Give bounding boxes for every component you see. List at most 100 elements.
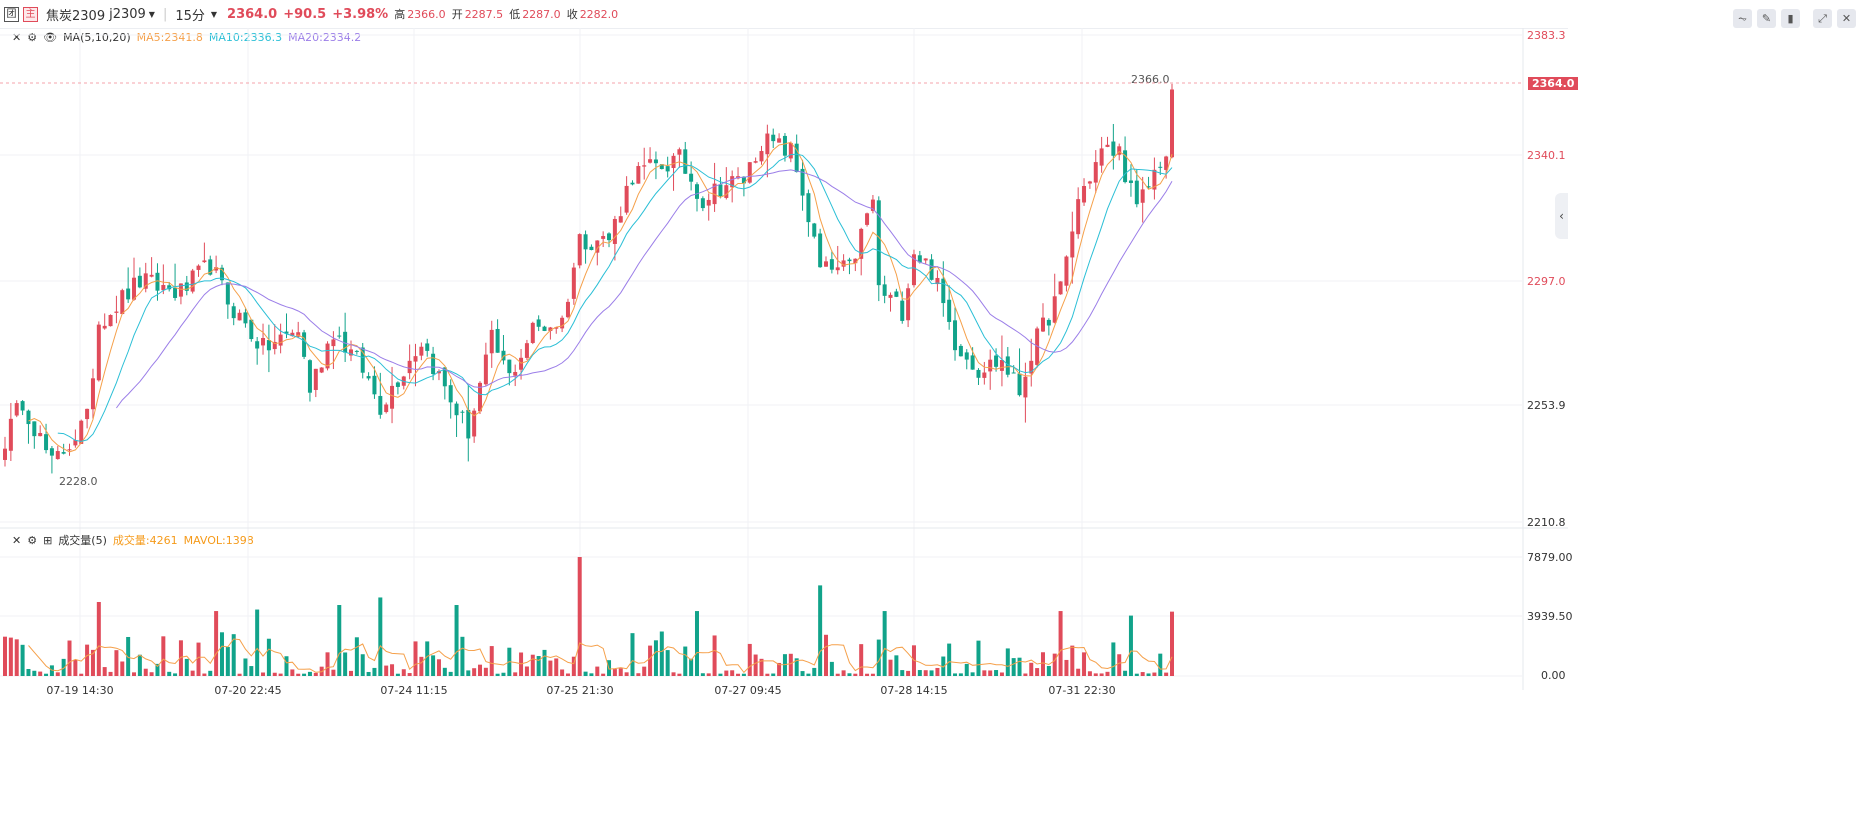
volume-bar bbox=[513, 672, 518, 676]
badge-group[interactable]: 团 bbox=[4, 6, 19, 22]
candle-down bbox=[302, 332, 307, 357]
candle-up bbox=[261, 338, 266, 346]
volume-bar bbox=[202, 673, 207, 676]
volume-bar bbox=[161, 636, 166, 676]
candle-down bbox=[137, 275, 142, 288]
volume-bar bbox=[1035, 668, 1040, 676]
volume-bar bbox=[759, 658, 764, 676]
close-label: 收 bbox=[566, 8, 578, 21]
candle-type-icon[interactable]: ▮ bbox=[1781, 9, 1800, 28]
volume-bar bbox=[818, 585, 823, 676]
volume-bar bbox=[196, 642, 201, 676]
volume-bar bbox=[237, 673, 242, 676]
ma-visibility-icon[interactable]: 👁 bbox=[43, 31, 58, 44]
volume-bar bbox=[976, 640, 981, 676]
symbol-name[interactable]: 焦炭2309 bbox=[46, 8, 106, 24]
indicator-icon[interactable]: ⏦ bbox=[1733, 9, 1752, 28]
volume-bar bbox=[38, 671, 43, 676]
fullscreen-icon[interactable]: ⤢ bbox=[1813, 9, 1832, 28]
volume-bar bbox=[331, 669, 336, 676]
volume-bar bbox=[413, 641, 418, 676]
current-price-tag: 2364.0 bbox=[1528, 77, 1579, 90]
candle-down bbox=[173, 287, 178, 298]
candle-up bbox=[706, 199, 711, 206]
candle-up bbox=[935, 277, 940, 285]
period-dropdown-icon[interactable]: ▼ bbox=[210, 9, 218, 19]
candle-down bbox=[249, 319, 254, 340]
volume-bar bbox=[284, 656, 289, 676]
vol-tick: 7879.00 bbox=[1527, 551, 1573, 564]
vol-close-icon[interactable]: ✕ bbox=[12, 533, 22, 547]
mavol-value: MAVOL:1398 bbox=[183, 533, 254, 547]
candle-down bbox=[976, 369, 981, 378]
candle-up bbox=[554, 327, 559, 329]
volume-bar bbox=[812, 667, 817, 676]
volume-bar bbox=[665, 650, 670, 676]
candle-up bbox=[870, 199, 875, 211]
volume-bar bbox=[941, 656, 946, 676]
x-tick: 07-24 11:15 bbox=[380, 684, 448, 697]
ma-settings-icon[interactable]: ⚙ bbox=[27, 31, 38, 44]
candle-down bbox=[454, 403, 459, 416]
volume-bar bbox=[96, 601, 101, 676]
close-icon[interactable]: ✕ bbox=[1837, 9, 1856, 28]
vol-add-icon[interactable]: ⊞ bbox=[43, 533, 53, 547]
volume-bar bbox=[1158, 653, 1163, 676]
volume-bar bbox=[800, 671, 805, 676]
volume-bar bbox=[571, 656, 576, 676]
badge-main[interactable]: 主 bbox=[23, 6, 38, 22]
period-select[interactable]: 15分 bbox=[175, 8, 205, 24]
candle-down bbox=[1005, 356, 1010, 375]
candle-up bbox=[313, 368, 318, 390]
volume-bar bbox=[49, 665, 54, 676]
candle-up bbox=[759, 151, 764, 162]
volume-bar bbox=[1070, 645, 1075, 676]
volume-bar bbox=[1164, 672, 1169, 676]
candle-up bbox=[765, 133, 770, 155]
volume-bar bbox=[32, 670, 37, 676]
candle-up bbox=[1082, 185, 1087, 203]
volume-bar bbox=[730, 670, 735, 676]
volume-bar bbox=[683, 646, 688, 676]
candle-down bbox=[460, 411, 465, 413]
volume-bar bbox=[26, 668, 31, 676]
volume-bar bbox=[14, 639, 19, 676]
candle-up bbox=[911, 254, 916, 286]
candle-up bbox=[85, 408, 90, 420]
candle-up bbox=[1035, 328, 1040, 365]
vol-settings-icon[interactable]: ⚙ bbox=[27, 533, 38, 547]
high-label: 高 bbox=[394, 8, 406, 21]
volume-bar bbox=[1058, 611, 1063, 676]
kline-chart[interactable] bbox=[0, 0, 1568, 700]
volume-bar bbox=[958, 673, 963, 676]
ma-close-icon[interactable]: ✕ bbox=[12, 31, 22, 44]
symbol-code[interactable]: j2309 bbox=[109, 6, 146, 22]
volume-bar bbox=[472, 668, 477, 676]
volume-bar bbox=[8, 637, 13, 676]
candle-down bbox=[395, 382, 400, 387]
volume-bar bbox=[278, 673, 283, 676]
volume-bar bbox=[677, 673, 682, 676]
candle-down bbox=[771, 134, 776, 142]
draw-pencil-icon[interactable]: ✎ bbox=[1757, 9, 1776, 28]
candle-up bbox=[712, 183, 717, 205]
volume-bar bbox=[261, 672, 266, 676]
candle-down bbox=[900, 300, 905, 321]
candle-up bbox=[601, 236, 606, 239]
volume-bar bbox=[777, 662, 782, 676]
volume-bar bbox=[44, 673, 49, 676]
volume-bar bbox=[894, 655, 899, 676]
volume-bar bbox=[431, 655, 436, 676]
symbol-dropdown-icon[interactable]: ▼ bbox=[148, 9, 155, 19]
collapse-panel-tab[interactable]: ‹ bbox=[1555, 193, 1568, 239]
x-tick: 07-28 14:15 bbox=[880, 684, 948, 697]
volume-bar bbox=[436, 659, 441, 676]
volume-bar bbox=[1111, 642, 1116, 676]
candle-up bbox=[788, 142, 793, 159]
candle-up bbox=[612, 218, 617, 244]
candle-up bbox=[178, 283, 183, 297]
volume-bar bbox=[448, 671, 453, 676]
volume-bar bbox=[366, 671, 371, 676]
candle-up bbox=[560, 317, 565, 329]
candle-up bbox=[624, 185, 629, 213]
